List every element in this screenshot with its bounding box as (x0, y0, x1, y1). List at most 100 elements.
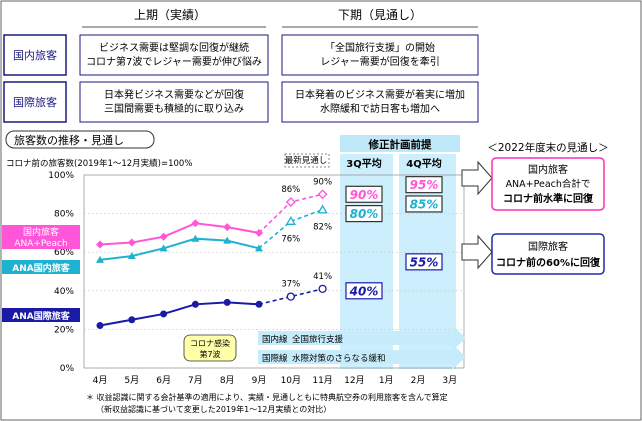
q4-value-ana_intl: 55% (410, 255, 439, 269)
forecast-data-label: 82% (313, 223, 332, 233)
revised-plan-label: 修正計画前提 (368, 138, 432, 151)
domestic-policy-text: 全国旅行支援 (292, 334, 344, 345)
cell-international-h2 (281, 81, 479, 123)
covid-label-line2: 第7波 (199, 349, 220, 359)
forecast-domestic-line2: ANA+Peach合計で (506, 178, 591, 190)
forecast-box-domestic (491, 157, 605, 211)
x-tick-label: 12月 (344, 375, 364, 386)
series-label-dom-peach-line1: 国内旅客 (23, 226, 59, 238)
forecast-point (317, 204, 328, 214)
x-tick-label: 11月 (312, 375, 332, 386)
row-label-box-domestic (3, 34, 67, 76)
row-label-international: 国際旅客 (13, 95, 57, 109)
international-policy-text: 水際対策のさらなる緩和 (292, 353, 386, 364)
forecast-domestic-bold: コロナ前水準に回復 (503, 192, 594, 205)
cell-domestic-h1 (79, 34, 269, 76)
forecast-data-label: 76% (281, 234, 300, 244)
x-tick-label: 2月 (411, 375, 426, 386)
forecast-box-international (491, 233, 605, 275)
covid-badge (183, 334, 237, 362)
latest-forecast-label: 最新見通し (285, 155, 328, 166)
x-tick-label: 6月 (156, 375, 171, 386)
data-point (127, 238, 136, 247)
forecast-point (285, 216, 296, 225)
series-forecast-line-ana_dom (258, 208, 323, 249)
footnote-line2: （新収益認識に基づいて変更した2019年1～12月実績との対比） (96, 404, 331, 414)
data-point (223, 298, 231, 306)
data-point (96, 240, 104, 249)
q4-value-dom_peach: 95% (410, 178, 439, 192)
q4-value-dom_peach-box (405, 176, 443, 194)
data-point (128, 316, 136, 324)
forecast-arrow-domestic (461, 160, 493, 196)
x-tick-label: 9月 (252, 375, 267, 386)
grid (83, 174, 465, 369)
cell-domestic-h2-line1: 「全国旅行支援」の開始 (325, 41, 435, 54)
x-tick-label: 5月 (124, 375, 139, 386)
data-point (127, 252, 136, 260)
series-ana_dom: 76% 82% 80% 85% (96, 195, 443, 263)
forecast-data-label: 90% (313, 177, 332, 187)
y-tick-label: 0% (60, 364, 75, 374)
x-tick-label: 8月 (220, 375, 235, 386)
col-header-h1: 上期（実績） (134, 7, 206, 22)
data-point (159, 244, 168, 252)
cell-international-h2-line1: 日本発着のビジネス需要が着実に増加 (295, 88, 465, 101)
forecast-point (286, 292, 295, 301)
forecast-international-bold: コロナ前の60%に回復 (496, 256, 601, 269)
latest-forecast-box (284, 153, 330, 168)
x-tick-label: 7月 (188, 375, 203, 386)
q3-value-ana_intl-box (345, 282, 383, 300)
forecast-data-label: 37% (281, 280, 300, 290)
cell-international-h1-line1: 日本発ビジネス需要などが回復 (104, 88, 244, 101)
series-label-box-ana-intl (2, 308, 80, 322)
forecast-title: ＜2022年度末の見通し＞ (487, 141, 608, 154)
international-policy-prefix: 国際線 (262, 353, 288, 364)
data-point (223, 223, 232, 232)
series-forecast-line-ana_intl (258, 288, 323, 306)
data-point (191, 219, 200, 228)
row-label-box-international (3, 81, 67, 123)
forecast-arrow-international (461, 234, 493, 270)
section-title: 旅客数の推移・見通し (14, 133, 124, 147)
domestic-policy-prefix: 国内線 (262, 334, 288, 345)
series-line-ana_intl (99, 301, 260, 327)
data-point (159, 232, 168, 241)
domestic-policy-arrow (258, 325, 466, 351)
plot-frame (83, 174, 465, 369)
y-tick-label: 80% (54, 210, 74, 220)
cell-domestic-h1-line1: ビジネス需要は堅調な回復が継続 (99, 41, 249, 54)
forecast-point (285, 197, 296, 207)
q3-value-dom_peach-box (345, 185, 383, 203)
series-line-dom_peach (99, 222, 260, 246)
q3-value-dom_peach: 90% (350, 188, 379, 202)
covid-label-line1: コロナ感染 (190, 338, 230, 348)
summary-table: 上期（実績） 下期（見通し） 国内旅客 ビジネス需要は堅調な回復が継続 コロナ第… (3, 7, 479, 123)
data-point (191, 234, 200, 242)
international-policy-arrow (258, 344, 466, 370)
y-tick-label: 20% (54, 325, 74, 335)
cell-domestic-h2 (281, 34, 479, 76)
x-tick-label: 1月 (379, 375, 394, 386)
series-line-ana_dom (99, 237, 260, 261)
cell-domestic-h2-line2: レジャー需要が回復を牽引 (320, 55, 440, 68)
cell-international-h1 (79, 81, 269, 123)
data-point (160, 310, 168, 318)
series-label-box-ana-dom (2, 260, 80, 274)
col-header-h2: 下期（見通し） (338, 8, 422, 22)
series-layer: 86% 90% 90% 95% 76% 82% 80% 85% 37% 41% 40% 55% (96, 176, 443, 330)
forecast-data-label: 86% (281, 185, 300, 195)
y-tick-label: 100% (48, 171, 74, 181)
section-title-box (5, 130, 155, 149)
y-ticks: 0% 20% 40% 60% 80% 100% (48, 171, 74, 374)
policy-arrows: 国内線 全国旅行支援 国際線 水際対策のさらなる緩和 (258, 325, 466, 370)
q4-value-ana_dom-box (405, 195, 443, 213)
cell-domestic-h1-line2: コロナ第7波でレジャー需要が伸び悩み (86, 55, 262, 68)
forecast-domestic-line1: 国内旅客 (528, 163, 568, 176)
series-label-ana-intl: ANA国際旅客 (12, 310, 70, 322)
data-point (223, 236, 232, 244)
series-label-ana-dom: ANA国内旅客 (12, 262, 70, 274)
